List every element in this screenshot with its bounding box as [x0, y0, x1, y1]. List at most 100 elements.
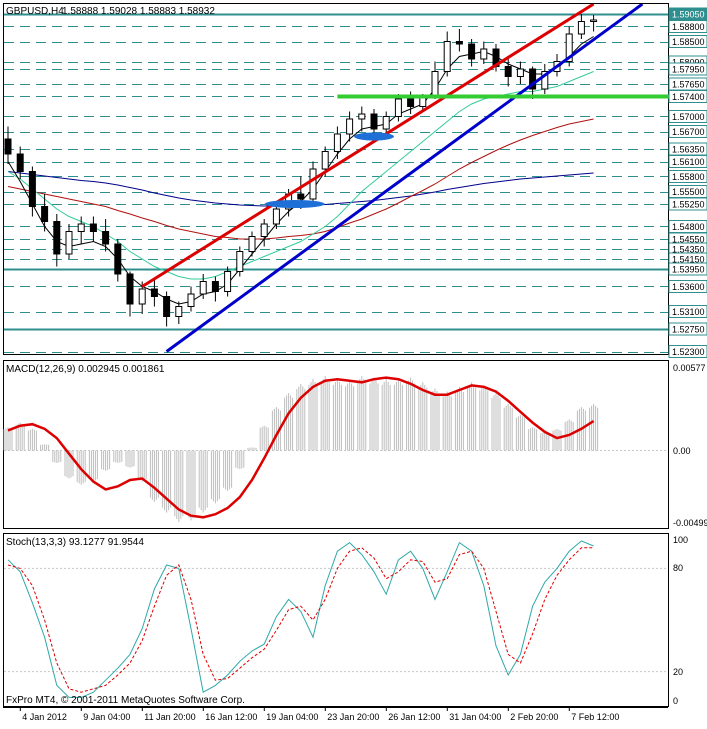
price-tag: 1.55250 — [668, 197, 707, 211]
drawn-objects[interactable] — [141, 4, 707, 353]
bull-candle-body — [138, 288, 146, 305]
symbol-timeframe-label: GBPUSD,H4 — [6, 6, 64, 17]
bull-candle-body — [187, 293, 195, 307]
candle[interactable] — [333, 126, 341, 160]
price-tag-text: 1.57950 — [672, 65, 705, 75]
candle[interactable] — [590, 15, 598, 32]
candle[interactable] — [114, 239, 122, 282]
candle[interactable] — [138, 281, 146, 315]
bull-candle-body — [394, 98, 402, 117]
price-tag: 1.53100 — [668, 305, 707, 318]
candle[interactable] — [163, 291, 171, 327]
price-tag-box — [668, 20, 707, 33]
time-tick-label: 9 Jan 04:00 — [83, 712, 130, 722]
candle[interactable] — [236, 246, 244, 277]
candle[interactable] — [565, 26, 573, 67]
time-tick-label: 23 Jan 20:00 — [327, 712, 379, 722]
price-tag-box — [668, 197, 707, 211]
candle[interactable] — [77, 216, 85, 245]
bear-candle-body — [504, 66, 512, 77]
price-tag-text: 1.53100 — [672, 307, 705, 317]
price-tag-text: 1.54800 — [672, 222, 705, 232]
candle[interactable] — [431, 61, 439, 100]
price-tag-box — [668, 110, 707, 123]
price-tag: 1.57000 — [668, 110, 707, 123]
candle[interactable] — [541, 64, 549, 94]
stoch-main-line — [7, 540, 594, 698]
candle[interactable] — [260, 219, 268, 247]
candle[interactable] — [577, 14, 585, 39]
candle[interactable] — [248, 231, 256, 257]
candle[interactable] — [455, 29, 463, 52]
candle[interactable] — [443, 31, 451, 77]
price-tag-text: 1.52750 — [672, 325, 705, 335]
candle[interactable] — [53, 214, 61, 267]
bear-candle-body — [41, 206, 49, 222]
bull-candle-body — [516, 68, 524, 77]
time-tick-label: 7 Feb 12:00 — [571, 712, 619, 722]
price-tag-box — [668, 170, 707, 183]
candle[interactable] — [16, 146, 24, 180]
channel-upper-line[interactable] — [141, 4, 595, 288]
macd-series — [3, 376, 668, 522]
bear-candle-body — [211, 281, 219, 292]
candle[interactable] — [346, 111, 354, 142]
candle[interactable] — [480, 41, 488, 65]
candle[interactable] — [28, 166, 36, 217]
bull-candle-body — [577, 21, 585, 35]
bear-candle-body — [28, 171, 36, 207]
candle[interactable] — [516, 61, 524, 85]
bull-candle-body — [272, 208, 280, 225]
candle[interactable] — [224, 266, 232, 297]
ma-red-line — [7, 118, 594, 240]
price-tag-text: 1.59050 — [672, 10, 705, 20]
ohlc-readout: 1.58888 1.59028 1.58883 1.58932 — [62, 6, 215, 17]
stoch-tick-100: 100 — [673, 535, 688, 545]
candle[interactable] — [175, 301, 183, 325]
candlesticks[interactable] — [4, 14, 598, 327]
price-tag: 1.53600 — [668, 280, 707, 293]
candle[interactable] — [150, 279, 158, 307]
candle[interactable] — [187, 286, 195, 312]
highlight-ellipse[interactable] — [264, 200, 325, 208]
price-tag-text: 1.55250 — [672, 200, 705, 210]
price-tag: 1.52750 — [668, 322, 707, 336]
bull-candle-body — [175, 306, 183, 317]
candle[interactable] — [102, 219, 110, 252]
candle[interactable] — [4, 126, 12, 165]
bear-candle-body — [126, 273, 134, 305]
candle[interactable] — [382, 111, 390, 135]
candle[interactable] — [211, 276, 219, 302]
candle[interactable] — [65, 224, 73, 259]
price-tag-text: 1.54350 — [672, 245, 705, 255]
bear-candle-body — [468, 43, 476, 60]
candle[interactable] — [89, 216, 97, 242]
candle[interactable] — [309, 161, 317, 205]
candle[interactable] — [504, 59, 512, 87]
bear-candle-body — [114, 243, 122, 275]
bull-candle-body — [309, 168, 317, 200]
candle[interactable] — [394, 94, 402, 122]
price-tag: 1.58800 — [668, 20, 707, 33]
channel-lower-line[interactable] — [165, 4, 644, 353]
candle[interactable] — [41, 194, 49, 232]
price-gridlines — [4, 13, 668, 353]
highlight-ellipse[interactable] — [354, 132, 394, 141]
macd-tick-min: -0.00499 — [673, 518, 707, 528]
stoch-title: Stoch(13,3,3) 93.1277 91.9544 — [6, 537, 144, 548]
price-tag: 1.57950 — [668, 62, 707, 76]
candle[interactable] — [126, 271, 134, 317]
bear-candle-body — [407, 98, 415, 107]
candle[interactable] — [468, 39, 476, 67]
price-tag: 1.56100 — [668, 155, 707, 168]
bull-candle-body — [541, 71, 549, 90]
candle[interactable] — [358, 106, 366, 132]
bull-candle-body — [224, 271, 232, 292]
stoch-tick-80: 80 — [673, 563, 683, 573]
stoch-tick-0: 0 — [673, 696, 678, 706]
candle[interactable] — [199, 274, 207, 299]
time-tick-label: 4 Jan 2012 — [22, 712, 67, 722]
price-tag-text: 1.55500 — [672, 187, 705, 197]
